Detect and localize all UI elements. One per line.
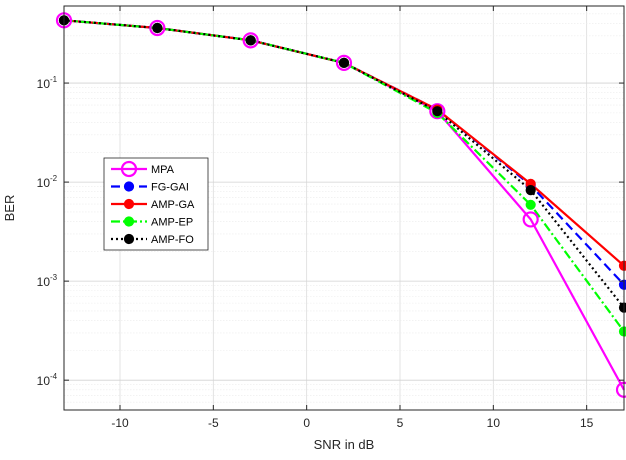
legend-label-mpa: MPA (151, 164, 175, 176)
data-point-mpa (149, 19, 166, 37)
y-tick-labels: 10-410-310-210-1 (37, 75, 58, 388)
y-tick-label: 10 -4 (37, 372, 58, 388)
data-point-amp-fo (152, 22, 163, 34)
x-tick-label: 15 (580, 416, 594, 430)
data-point-mpa (242, 32, 259, 49)
y-tick-label: 10 -3 (37, 273, 58, 289)
x-tick-label: -10 (111, 416, 129, 430)
y-tick-label-exponent: -1 (50, 75, 58, 84)
y-tick-label-exponent: -2 (50, 174, 58, 183)
data-point-amp-ga (618, 260, 626, 271)
legend-label-fg-gai: FG-GAI (151, 182, 189, 194)
plot-frame (63, 5, 625, 411)
data-point-amp-fo (432, 106, 443, 117)
x-tick-label: 10 (487, 416, 501, 430)
legend-marker-amp-ga (123, 198, 135, 210)
data-point-amp-fo (525, 185, 536, 196)
data-point-mpa (429, 103, 446, 120)
y-tick-label-exponent: -4 (50, 372, 58, 381)
y-axis-label: BER (2, 195, 17, 222)
y-tick-label: 10 -1 (37, 75, 58, 91)
y-tick-label-base: 10 (37, 374, 51, 388)
legend-marker-fg-gai (123, 181, 135, 192)
legend-label-amp-ga: AMP-GA (151, 199, 195, 211)
data-point-amp-ep (525, 199, 536, 210)
legend-marker-mpa (120, 160, 138, 178)
legend-marker-amp-ep (123, 216, 135, 227)
y-tick-label-base: 10 (37, 77, 51, 91)
axis-ticks (64, 6, 624, 410)
x-tick-label: 0 (303, 416, 310, 430)
y-tick-label-exponent: -3 (50, 273, 58, 282)
data-point-amp-fo (245, 35, 256, 46)
x-tick-labels: -10 -5 0 5 10 15 (111, 416, 593, 430)
data-point-amp-ep (618, 326, 626, 337)
x-axis-label: SNR in dB (314, 437, 375, 452)
data-point-amp-fo (338, 57, 350, 68)
legend: MPA FG-GAI AMP-GA AMP-EP AMP-FO (103, 157, 209, 251)
legend-label-amp-ep: AMP-EP (151, 217, 193, 229)
series-markers (55, 12, 626, 398)
data-point-amp-fo (618, 302, 626, 313)
data-point-mpa (522, 211, 539, 228)
legend-marker-amp-fo (123, 233, 135, 245)
y-tick-label-base: 10 (37, 275, 51, 289)
x-tick-label: 5 (397, 416, 404, 430)
data-point-mpa (335, 54, 353, 71)
y-tick-label: 10 -2 (37, 174, 58, 190)
x-tick-label: -5 (208, 416, 219, 430)
legend-label-amp-fo: AMP-FO (151, 234, 194, 246)
y-tick-label-base: 10 (37, 176, 51, 190)
